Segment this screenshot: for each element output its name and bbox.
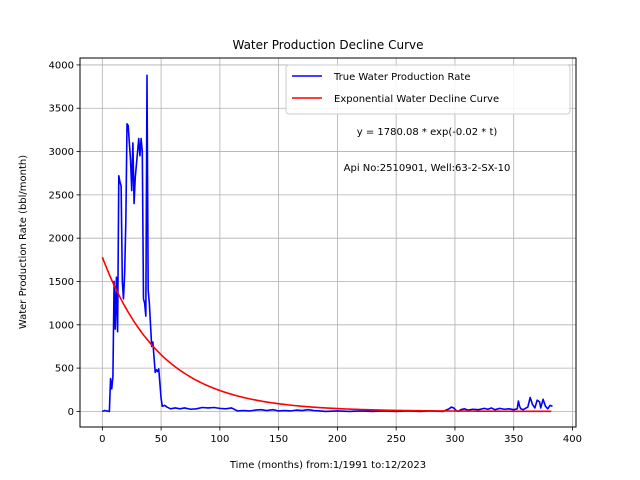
x-tick-label: 100 bbox=[210, 434, 229, 445]
y-tick-label: 3500 bbox=[49, 104, 74, 115]
y-tick-label: 3000 bbox=[49, 147, 74, 158]
x-tick-label: 50 bbox=[155, 434, 168, 445]
x-tick-label: 300 bbox=[445, 434, 464, 445]
y-axis-label: Water Production Rate (bbl/month) bbox=[18, 155, 29, 329]
plot-lines bbox=[101, 74, 553, 413]
x-tick-label: 200 bbox=[328, 434, 347, 445]
x-tick-label: 150 bbox=[269, 434, 288, 445]
legend-label-decline-curve: Exponential Water Decline Curve bbox=[334, 94, 499, 105]
chart-title: Water Production Decline Curve bbox=[232, 38, 423, 52]
x-tick-label: 250 bbox=[387, 434, 406, 445]
series-exponential-decline-curve bbox=[101, 256, 552, 413]
legend: True Water Production Rate Exponential W… bbox=[285, 64, 571, 115]
equation-annotation: y = 1780.08 * exp(-0.02 * t) bbox=[357, 127, 498, 138]
y-tick-label: 500 bbox=[55, 364, 74, 375]
y-tick-label: 1000 bbox=[49, 320, 74, 331]
y-tick-label: 2500 bbox=[49, 190, 74, 201]
x-tick-label: 350 bbox=[504, 434, 523, 445]
legend-box bbox=[285, 64, 571, 115]
series-true-water-production-rate bbox=[102, 74, 553, 413]
y-tick-label: 2000 bbox=[49, 234, 74, 245]
axes-frame bbox=[79, 57, 577, 428]
x-tick-label: 400 bbox=[563, 434, 582, 445]
well-annotation: Api No:2510901, Well:63-2-SX-10 bbox=[344, 163, 511, 174]
x-axis-label: Time (months) from:1/1991 to:12/2023 bbox=[229, 460, 426, 471]
x-tick-label: 0 bbox=[99, 434, 105, 445]
legend-label-true-rate: True Water Production Rate bbox=[333, 72, 470, 83]
y-tick-label: 4000 bbox=[49, 60, 74, 71]
y-axis-ticks: 0 500 1000 1500 2000 2500 3000 3500 4000 bbox=[49, 60, 80, 418]
y-tick-label: 0 bbox=[68, 407, 74, 418]
y-tick-label: 1500 bbox=[49, 277, 74, 288]
x-axis-ticks: 0 50 100 150 200 250 300 350 400 bbox=[99, 427, 582, 445]
